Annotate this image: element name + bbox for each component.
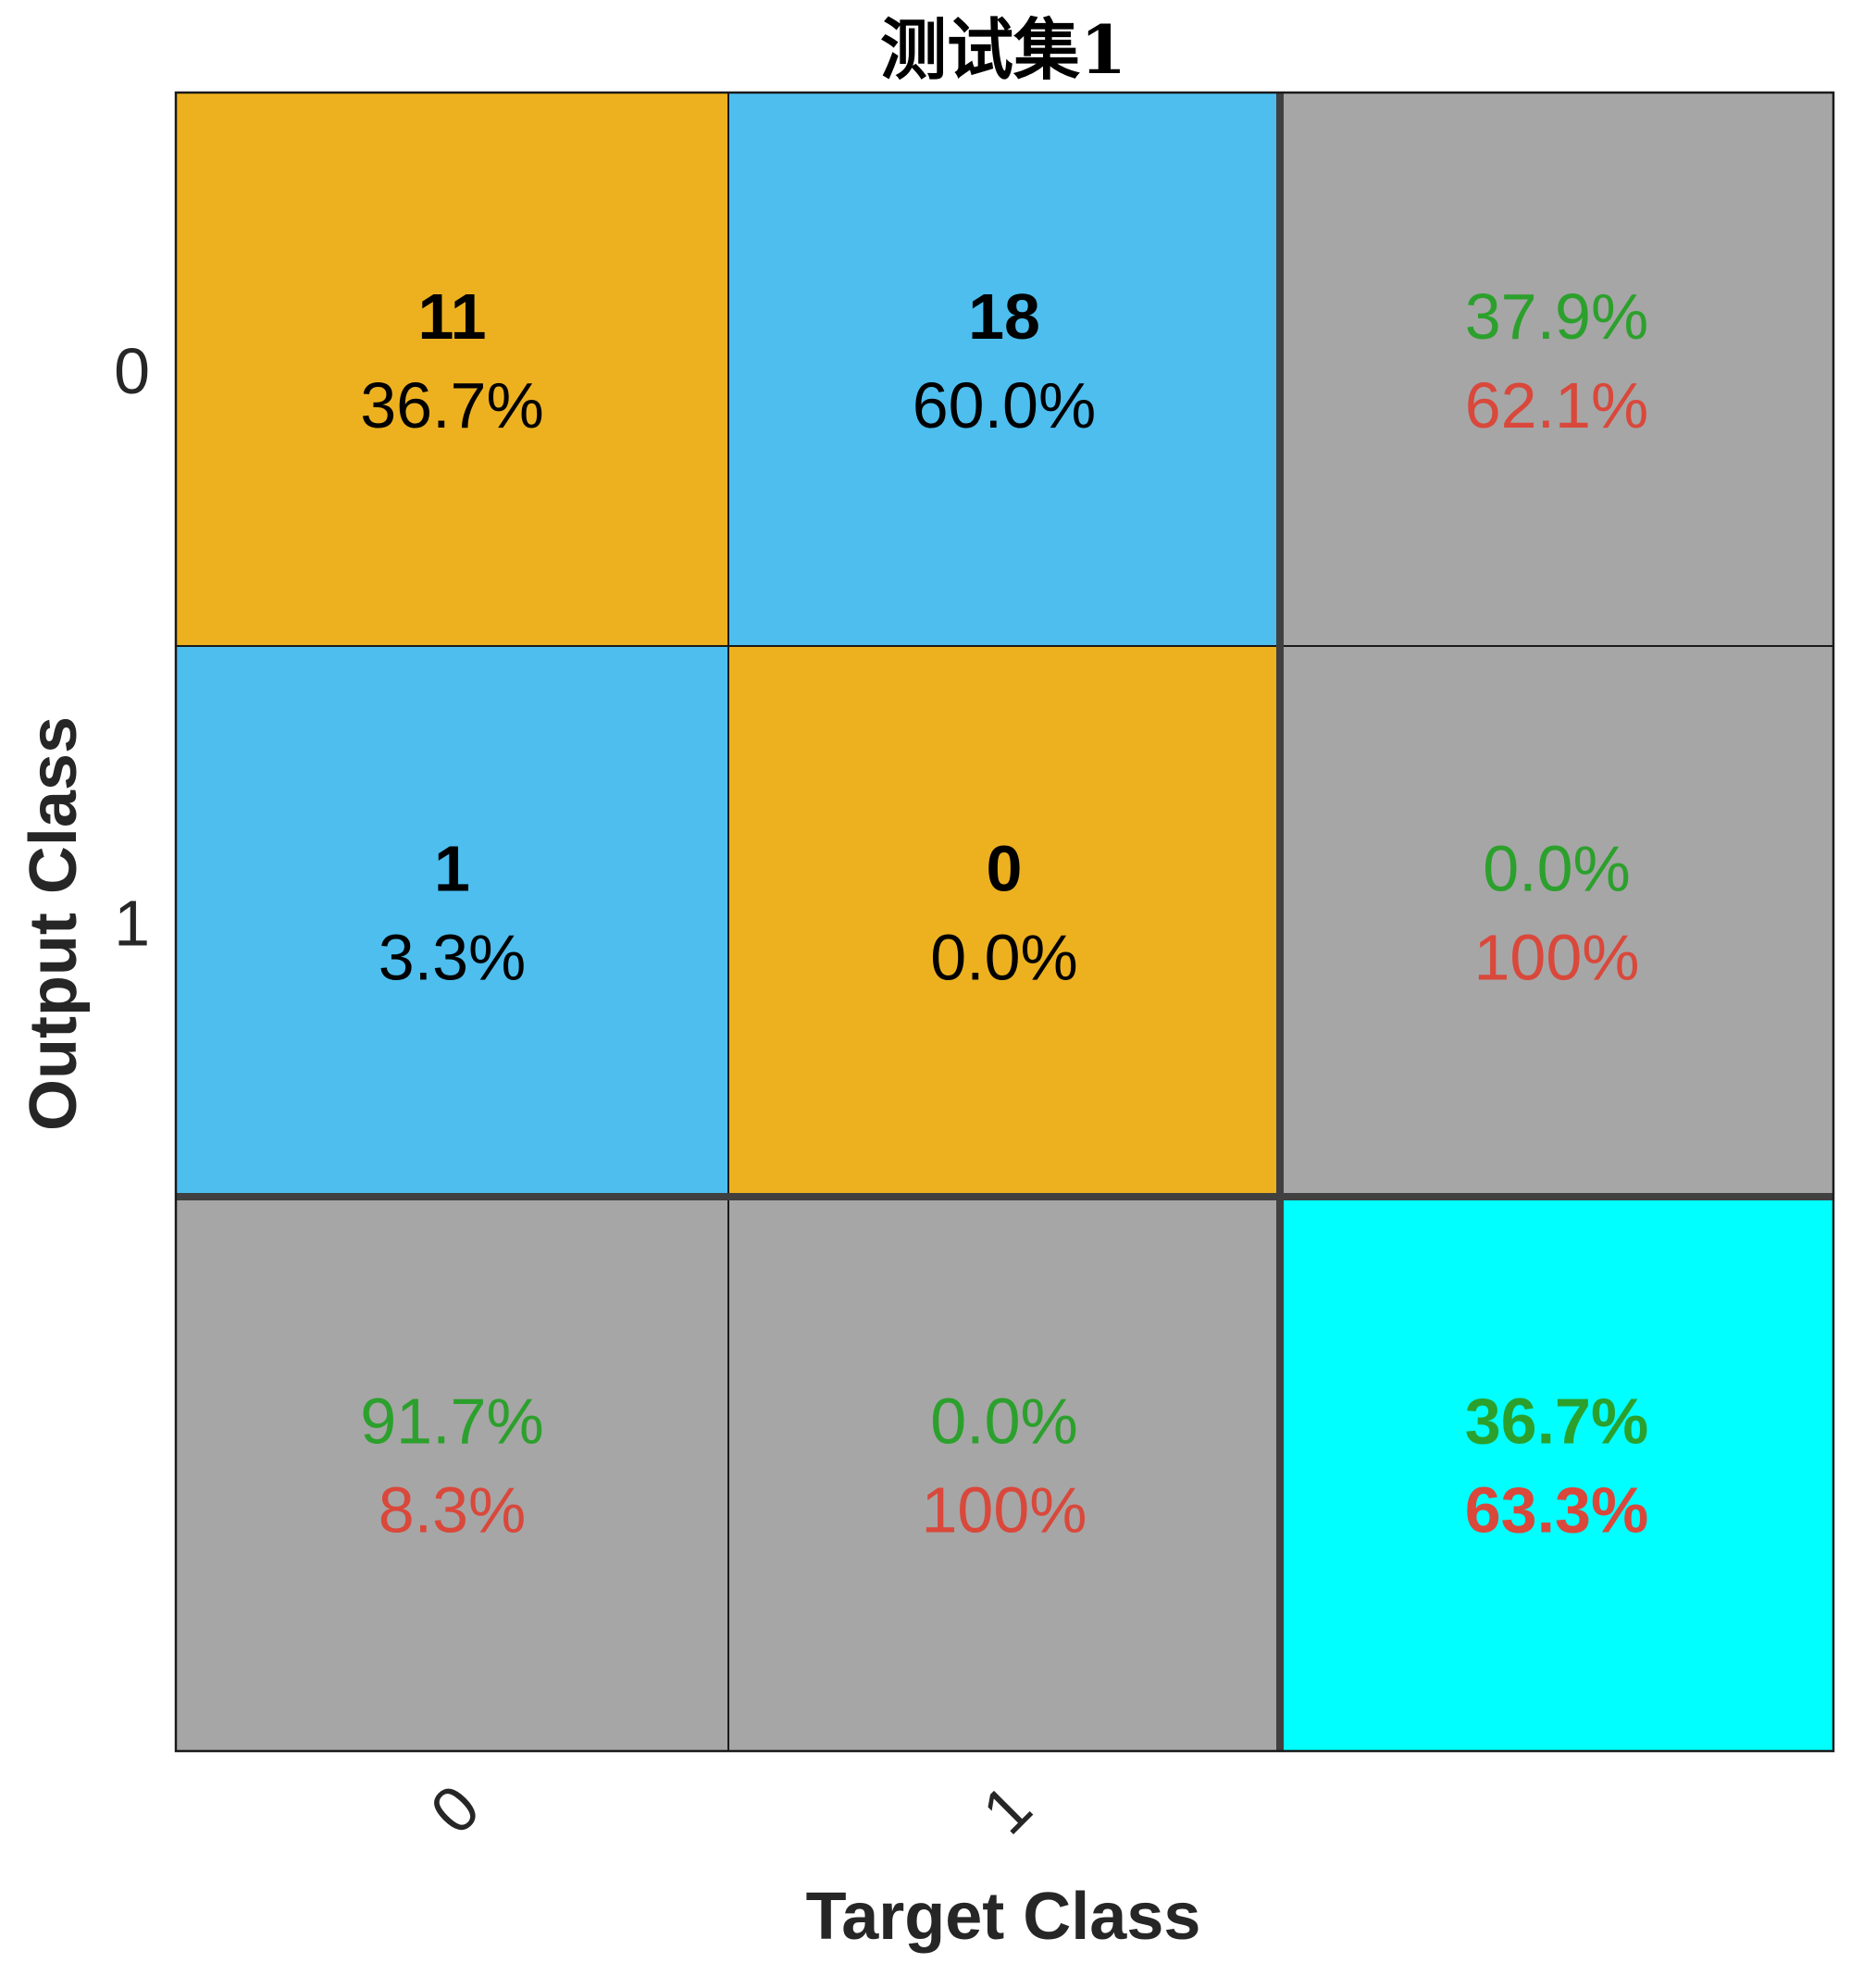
col-summary-0 xyxy=(176,1197,728,1751)
col-summary-0-line2: 8.3% xyxy=(379,1474,527,1547)
row-summary-0-line1: 37.9% xyxy=(1465,280,1648,353)
grid-lines xyxy=(174,91,1835,1753)
row-summary-0-line2: 62.1% xyxy=(1465,369,1648,441)
cell-r1-c1-line2: 0.0% xyxy=(930,922,1078,994)
col-summary-1-line2: 100% xyxy=(921,1474,1087,1547)
plot-frame xyxy=(174,91,1835,1753)
y-axis-label: Output Class xyxy=(17,716,91,1131)
overall-cell-line1: 36.7% xyxy=(1465,1385,1648,1458)
cell-r0-c1-line2: 60.0% xyxy=(913,369,1096,441)
cell-labels: 11 36.7% 18 60.0% 1 3.3% 0 0.0% 37.9% 62.1% 0.0% 10… xyxy=(360,280,1648,1547)
cell-r1-c0-line2: 3.3% xyxy=(379,922,527,994)
cell-r0-c0 xyxy=(176,93,728,646)
matrix-cells xyxy=(176,93,1833,1751)
col-summary-0-line1: 91.7% xyxy=(360,1385,543,1458)
x-tick-label-0: 0 xyxy=(416,1771,493,1848)
cell-r1-c0-line1: 1 xyxy=(434,833,470,905)
cell-r1-c1-line1: 0 xyxy=(987,833,1023,905)
y-tick-label-0: 0 xyxy=(114,335,150,407)
row-summary-1 xyxy=(1280,646,1833,1197)
y-tick-label-1: 1 xyxy=(114,888,150,960)
cell-r0-c1 xyxy=(728,93,1280,646)
cell-r1-c0 xyxy=(176,646,728,1197)
row-summary-0 xyxy=(1280,93,1833,646)
row-summary-1-line1: 0.0% xyxy=(1483,833,1631,905)
overall-cell xyxy=(1280,1197,1833,1751)
col-summary-1 xyxy=(728,1197,1280,1751)
cell-r0-c1-line1: 18 xyxy=(968,280,1040,353)
cell-r1-c1 xyxy=(728,646,1280,1197)
cell-r0-c0-line1: 11 xyxy=(418,280,487,353)
row-summary-1-line2: 100% xyxy=(1473,922,1639,994)
overall-cell-line2: 63.3% xyxy=(1465,1474,1648,1547)
x-axis-label: Target Class xyxy=(806,1880,1201,1954)
col-summary-1-line1: 0.0% xyxy=(930,1385,1078,1458)
x-tick-label-1: 1 xyxy=(969,1771,1046,1848)
chart-title: 测试集1 xyxy=(880,10,1126,89)
cell-r0-c0-line2: 36.7% xyxy=(360,369,543,441)
